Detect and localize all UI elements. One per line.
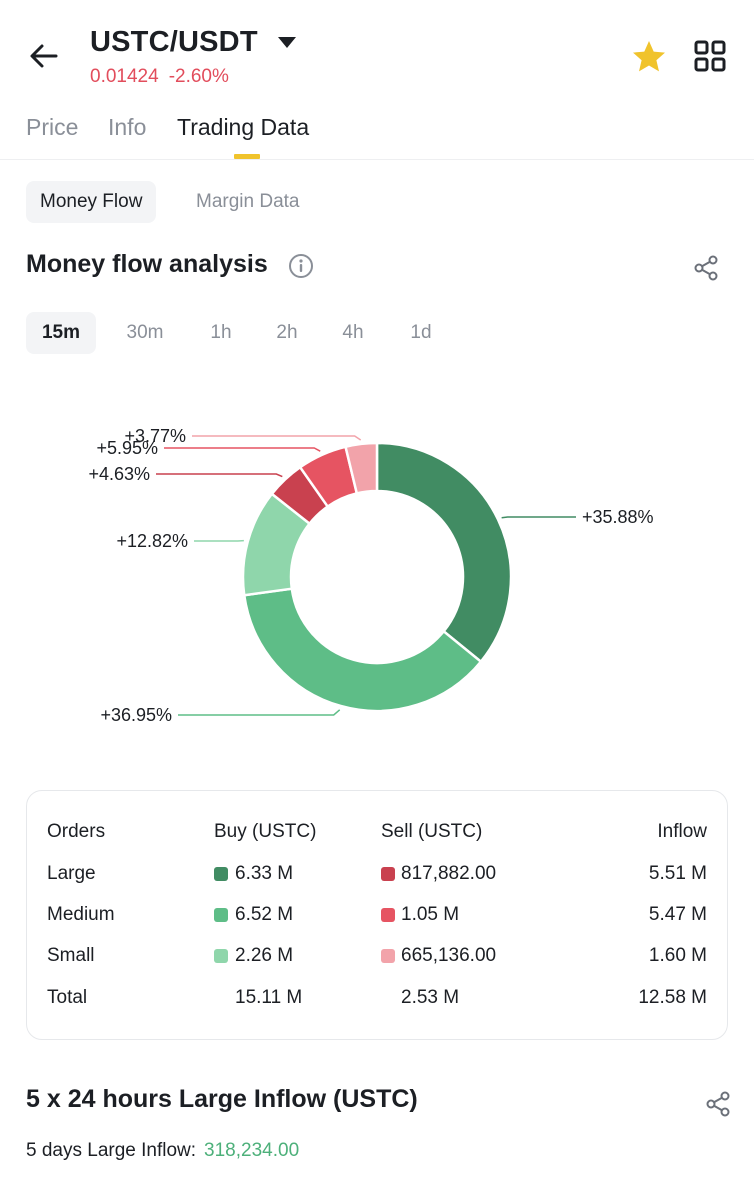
row-large-sell: 817,882.00: [401, 863, 497, 884]
donut-leader-line: [192, 435, 362, 441]
sell-large-swatch: [381, 867, 395, 881]
main-tabs: Price Info Trading Data: [0, 100, 754, 160]
row-total-sell: 2.53 M: [401, 987, 460, 1008]
donut-leader-line: [164, 447, 321, 452]
donut-leader-line: [178, 709, 341, 716]
header-sell: Sell (USTC): [381, 821, 483, 842]
caret-down-icon[interactable]: [276, 34, 298, 52]
large-inflow-label: 5 days Large Inflow:: [26, 1140, 197, 1161]
star-icon[interactable]: [630, 38, 668, 76]
row-small-name: Small: [47, 945, 95, 966]
row-large-inflow: 5.51 M: [648, 863, 707, 884]
buy-large-swatch: [214, 867, 228, 881]
segment-margin-data[interactable]: Margin Data: [196, 191, 300, 212]
donut-slice-label: +12.82%: [116, 531, 188, 551]
donut-slice: [344, 441, 379, 495]
last-price: 0.01424: [90, 66, 159, 87]
donut-leader-line: [156, 473, 283, 478]
grid-menu-icon[interactable]: [692, 38, 728, 74]
interval-1h[interactable]: 1h: [210, 322, 232, 343]
row-total-name: Total: [47, 987, 88, 1008]
donut-leader-line: [501, 516, 576, 519]
segment-money-flow[interactable]: Money Flow: [26, 181, 157, 223]
header-orders: Orders: [47, 821, 106, 842]
row-small-buy: 2.26 M: [235, 945, 294, 966]
interval-30m[interactable]: 30m: [126, 322, 164, 343]
interval-2h[interactable]: 2h: [276, 322, 298, 343]
row-medium-name: Medium: [47, 904, 115, 925]
row-small-sell: 665,136.00: [401, 945, 497, 966]
orders-table: Orders Buy (USTC) Sell (USTC) Inflow Lar…: [26, 790, 728, 1040]
tab-trading-data[interactable]: Trading Data: [177, 114, 310, 140]
price-change: -2.60%: [168, 66, 229, 87]
row-medium-buy: 6.52 M: [235, 904, 294, 925]
money-flow-donut-chart: +35.88% +36.95% +12.82% +4.63% +5.95%+3.77%: [88, 426, 654, 725]
active-tab-indicator: [234, 154, 260, 159]
sell-small-swatch: [381, 949, 395, 963]
row-medium-sell: 1.05 M: [401, 904, 460, 925]
donut-slice-label: +5.95%: [96, 438, 158, 458]
interval-15m[interactable]: 15m: [26, 312, 96, 354]
header: USTC/USDT 0.01424 -2.60%: [0, 0, 754, 100]
donut-slice-label: +3.77%: [124, 426, 186, 446]
large-inflow-row: 5 days Large Inflow: 318,234.00: [26, 1140, 299, 1162]
row-total-inflow: 12.58 M: [638, 987, 707, 1008]
price-line: 0.01424 -2.60%: [90, 66, 229, 88]
interval-4h[interactable]: 4h: [342, 322, 364, 343]
row-small-inflow: 1.60 M: [648, 945, 707, 966]
sell-medium-swatch: [381, 908, 395, 922]
donut-slice: [242, 587, 483, 713]
info-icon[interactable]: [288, 253, 314, 279]
tab-info[interactable]: Info: [108, 114, 147, 140]
header-buy: Buy (USTC): [214, 821, 317, 842]
large-inflow-title: 5 x 24 hours Large Inflow (USTC): [26, 1085, 418, 1113]
large-inflow-value: 318,234.00: [204, 1140, 300, 1161]
row-large-buy: 6.33 M: [235, 863, 294, 884]
buy-medium-swatch: [214, 908, 228, 922]
tab-price[interactable]: Price: [26, 114, 79, 140]
buy-small-swatch: [214, 949, 228, 963]
row-medium-inflow: 5.47 M: [648, 904, 707, 925]
money-flow-title: Money flow analysis: [26, 250, 268, 278]
donut-slice-label: +36.95%: [100, 705, 172, 725]
donut-slice-label: +4.63%: [88, 464, 150, 484]
share-icon[interactable]: [692, 254, 720, 282]
donut-slice-label: +35.88%: [582, 507, 654, 527]
back-arrow-icon[interactable]: [26, 38, 62, 74]
interval-1d[interactable]: 1d: [410, 322, 432, 343]
row-large-name: Large: [47, 863, 96, 884]
donut-slice: [375, 441, 513, 664]
header-inflow: Inflow: [657, 821, 707, 842]
large-inflow-share-icon[interactable]: [704, 1090, 732, 1118]
pair-title[interactable]: USTC/USDT: [90, 26, 258, 58]
row-total-buy: 15.11 M: [235, 987, 303, 1008]
